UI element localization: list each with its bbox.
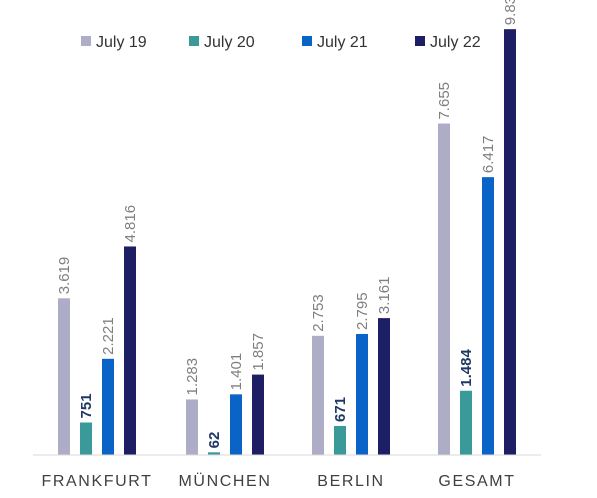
category-label-berlin: BERLIN [317, 473, 384, 490]
category-labels: FRANKFURT MÜNCHEN BERLIN GESAMT [42, 472, 515, 490]
bar-berlin-3 [356, 333, 368, 455]
bar-berlin-1 [312, 335, 324, 455]
legend-label-4: July 22 [430, 34, 481, 51]
data-label-gesamt-3: 6.417 [480, 136, 497, 174]
data-label-frankfurt-2: 751 [78, 393, 95, 418]
legend-swatch-1 [81, 36, 91, 46]
data-label-gesamt-2: 1.484 [458, 349, 475, 387]
bar-münchen-1 [186, 399, 198, 455]
category-label-münchen: MÜNCHEN [179, 472, 272, 490]
data-labels: 3.619 751 2.221 4.816 1.283 62 1.401 1.857 2.753… [56, 0, 519, 448]
bars [58, 29, 516, 455]
data-label-berlin-2: 671 [332, 397, 349, 422]
data-label-frankfurt-1: 3.619 [56, 257, 73, 295]
legend-label-2: July 20 [204, 34, 255, 51]
data-label-frankfurt-3: 2.221 [100, 317, 117, 355]
bar-münchen-3 [230, 394, 242, 455]
bar-frankfurt-4 [124, 246, 136, 455]
bar-gesamt-3 [482, 177, 494, 455]
bar-berlin-4 [378, 318, 390, 455]
data-label-münchen-3: 1.401 [228, 353, 245, 391]
bar-frankfurt-1 [58, 298, 70, 455]
legend-swatch-3 [302, 36, 312, 46]
legend-label-1: July 19 [96, 34, 147, 51]
legend-swatch-2 [189, 36, 199, 46]
bar-berlin-2 [334, 425, 346, 455]
data-label-frankfurt-4: 4.816 [122, 205, 139, 243]
data-label-münchen-2: 62 [206, 432, 223, 449]
bar-gesamt-1 [438, 123, 450, 455]
bar-münchen-4 [252, 374, 264, 455]
data-label-berlin-4: 3.161 [376, 277, 393, 315]
data-label-münchen-1: 1.283 [184, 358, 201, 396]
category-label-gesamt: GESAMT [438, 473, 515, 490]
bar-frankfurt-2 [80, 422, 92, 455]
bar-gesamt-4 [504, 29, 516, 455]
data-label-gesamt-1: 7.655 [436, 82, 453, 120]
data-label-berlin-1: 2.753 [310, 294, 327, 332]
legend-swatch-4 [415, 36, 425, 46]
bar-gesamt-2 [460, 390, 472, 455]
category-label-frankfurt: FRANKFURT [42, 473, 153, 490]
data-label-berlin-3: 2.795 [354, 292, 371, 330]
legend: July 19 July 20 July 21 July 22 [81, 34, 481, 51]
bar-frankfurt-3 [102, 358, 114, 455]
data-label-münchen-4: 1.857 [250, 333, 267, 371]
data-label-gesamt-4: 9.834 [502, 0, 519, 25]
bar-münchen-2 [208, 452, 220, 455]
legend-label-3: July 21 [317, 34, 368, 51]
